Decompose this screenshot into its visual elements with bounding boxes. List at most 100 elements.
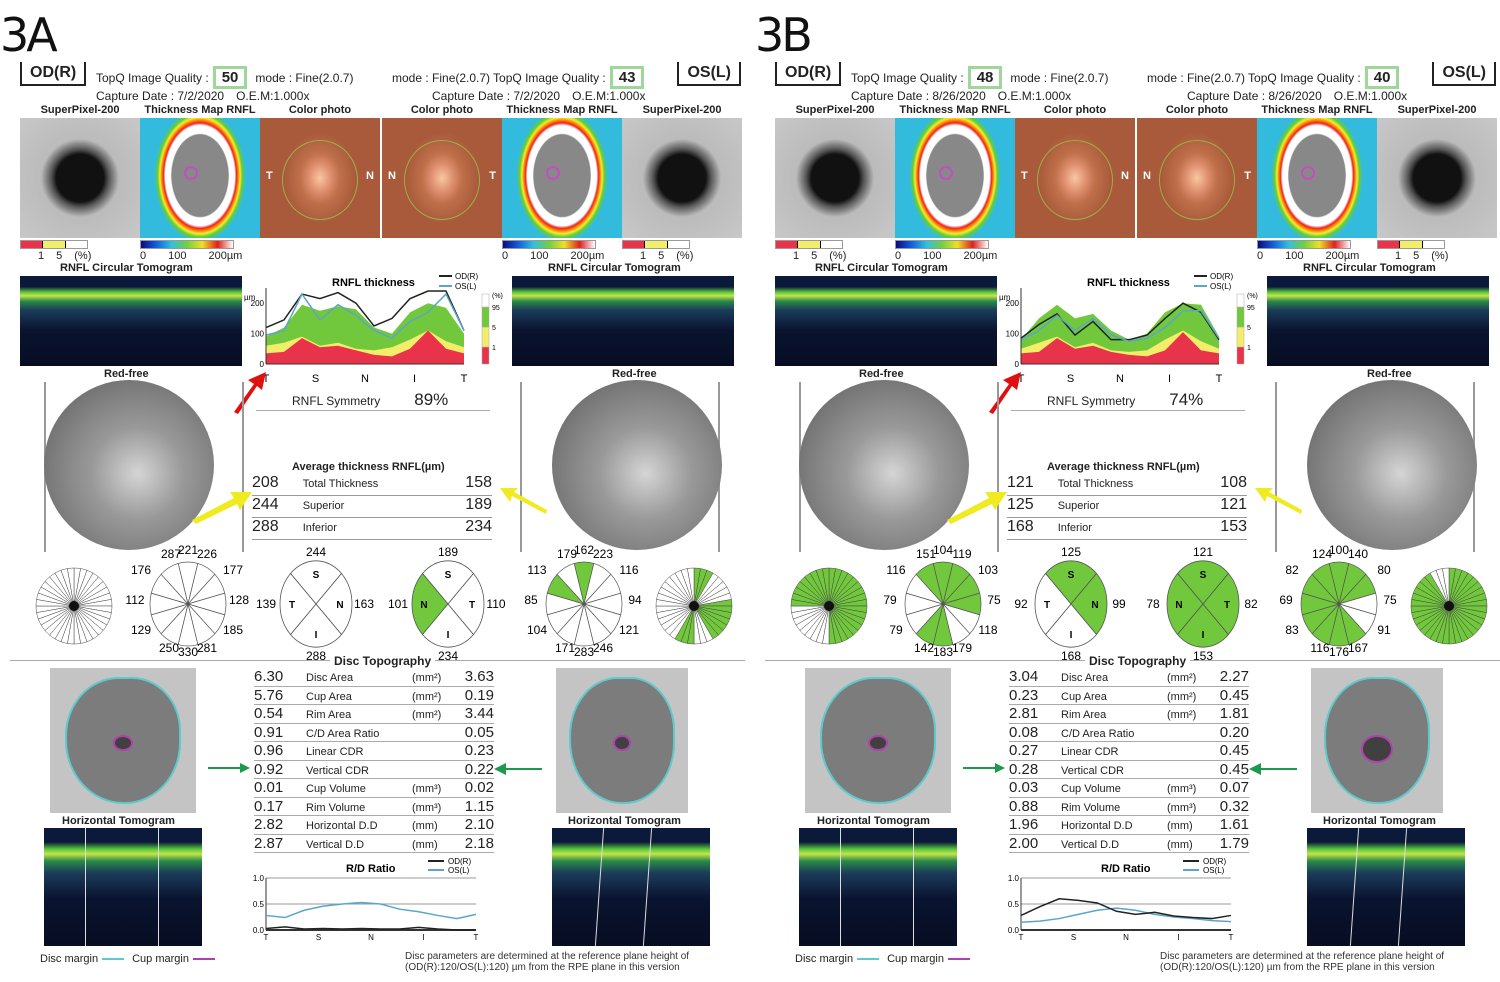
- unit: (mm³): [1167, 783, 1197, 795]
- sector-value: 142: [914, 641, 934, 655]
- unit: (mm³): [412, 801, 442, 814]
- row-label: Horizontal D.D: [1061, 820, 1133, 832]
- unit: (mm): [1167, 838, 1193, 851]
- quadrant-T: [1202, 572, 1240, 636]
- sector-value: 75: [987, 593, 1001, 607]
- od-deviation-scale: [20, 240, 88, 249]
- od-capture-row: Capture Date : 8/26/2020 O.E.M:1.000x: [851, 89, 1071, 103]
- um-scale-tick: 100: [168, 250, 187, 262]
- os-superpixel-image: [622, 118, 742, 238]
- os-oem: O.E.M:1.000x: [1333, 89, 1408, 103]
- os-value: 2.27: [1219, 668, 1249, 685]
- um-scale-tick: 200µm: [963, 250, 998, 262]
- disc-row: 0.92 Vertical CDR 0.22: [254, 760, 494, 779]
- disc-margin-outline: [569, 676, 675, 805]
- image-title: SuperPixel-200: [642, 104, 722, 116]
- green-arrow-icon: [208, 763, 250, 773]
- legend-od-label: OD(R): [448, 857, 471, 866]
- sector-value: 85: [524, 593, 538, 607]
- od-capture-row: Capture Date : 7/2/2020 O.E.M:1.000x: [96, 89, 309, 103]
- quadrant-T: [279, 572, 317, 636]
- quadrant-value: 168: [1061, 649, 1081, 663]
- od-value: 0.01: [254, 779, 284, 796]
- disc-row: 0.27 Linear CDR 0.45: [1009, 742, 1249, 761]
- disc-row: 0.91 C/D Area Ratio 0.05: [254, 724, 494, 742]
- scan-circle: [282, 140, 358, 220]
- avg-thickness-row: 121 Total Thickness 108: [1007, 474, 1247, 496]
- sector-value: 176: [1329, 645, 1349, 659]
- cup-outline: [546, 166, 560, 180]
- sector-value: 183: [933, 645, 953, 659]
- y-unit: µm: [244, 293, 256, 302]
- avg-thickness-row: 208 Total Thickness 158: [252, 474, 492, 496]
- legend-od-label: OD(R): [455, 272, 478, 281]
- od-horizontal-tomogram-title: Horizontal Tomogram: [817, 815, 930, 827]
- unit: (mm²): [1167, 672, 1197, 684]
- legend-od-label: OD(R): [1210, 272, 1233, 281]
- sector-value: 226: [197, 547, 217, 561]
- unit: (mm²): [1167, 690, 1197, 703]
- rnfl-chart-title: RNFL thickness: [1087, 277, 1170, 289]
- quadrant-value: 110: [486, 597, 505, 611]
- od-36-sector-chart: [35, 567, 113, 645]
- quadrant-value: 82: [1244, 597, 1258, 611]
- yellow-arrow-icon: [192, 492, 252, 524]
- symmetry-label: RNFL Symmetry: [292, 394, 381, 408]
- row-label: C/D Area Ratio: [1061, 727, 1135, 740]
- od-eye-label: OD(R): [775, 62, 842, 86]
- y-tick-label: 100: [251, 330, 265, 339]
- od-header: TopQ Image Quality :50 mode : Fine(2.0.7): [96, 66, 353, 89]
- od-quality-value: 50: [212, 66, 248, 89]
- green-arrow-shape: [494, 763, 542, 775]
- od-thickness-map: [895, 118, 1015, 238]
- avg-thickness-title: Average thickness RNFL(µm): [1047, 461, 1200, 473]
- row-label: Total Thickness: [302, 478, 379, 490]
- sector-value: 104: [527, 623, 547, 637]
- od-value: 0.92: [254, 760, 284, 778]
- sector-value: 281: [197, 641, 217, 655]
- os-value: 0.22: [464, 760, 494, 778]
- disc-margin-line: [840, 828, 842, 946]
- sector-value: 287: [161, 547, 181, 561]
- od-value: 121: [1007, 474, 1034, 491]
- um-scale-tick: 0: [140, 250, 147, 262]
- os-horizontal-tomogram: [1307, 828, 1465, 946]
- os-disc-image: [556, 668, 688, 813]
- sector-36: [67, 567, 75, 607]
- scale-yellow: [644, 241, 668, 248]
- quadrant-N: [315, 572, 353, 636]
- sector-value: 112: [125, 593, 144, 607]
- os-rd-line: [1020, 907, 1232, 923]
- os-value: 0.45: [1219, 742, 1249, 759]
- sector-value: 124: [1312, 547, 1332, 561]
- row-label: C/D Area Ratio: [306, 727, 380, 740]
- orientation-mark: T: [1021, 170, 1028, 182]
- sector-value: 82: [1285, 563, 1299, 577]
- quadrant-value: 234: [438, 649, 458, 663]
- quadrant-letter: I: [447, 630, 450, 641]
- disc-margin-outline: [1324, 676, 1430, 805]
- os-redfree-image: [1307, 380, 1477, 550]
- abnormal-band: [1021, 332, 1219, 364]
- yellow-arrow-shape: [1255, 488, 1302, 514]
- rd-chart-title: R/D Ratio: [346, 863, 396, 875]
- pct-legend-segment: [481, 306, 490, 328]
- row-label: Rim Volume: [306, 801, 366, 814]
- yellow-arrow-shape: [192, 492, 252, 524]
- scale-white: [820, 241, 842, 248]
- sector-value: 330: [178, 645, 198, 659]
- pct-scale-labels: 1 5 (%): [1395, 250, 1460, 262]
- os-oem: O.E.M:1.000x: [572, 89, 646, 103]
- sector-value: 167: [1348, 641, 1368, 655]
- disc-margin-line: [642, 828, 652, 946]
- os-value: 158: [465, 474, 492, 491]
- center-dot: [689, 601, 699, 611]
- od-value: 1.96: [1009, 816, 1039, 833]
- os-value: 234: [465, 518, 492, 535]
- quadrant-letter: S: [445, 570, 452, 581]
- os-value: 153: [1220, 518, 1247, 535]
- sector-36: [822, 567, 830, 607]
- y-unit: µm: [999, 293, 1011, 302]
